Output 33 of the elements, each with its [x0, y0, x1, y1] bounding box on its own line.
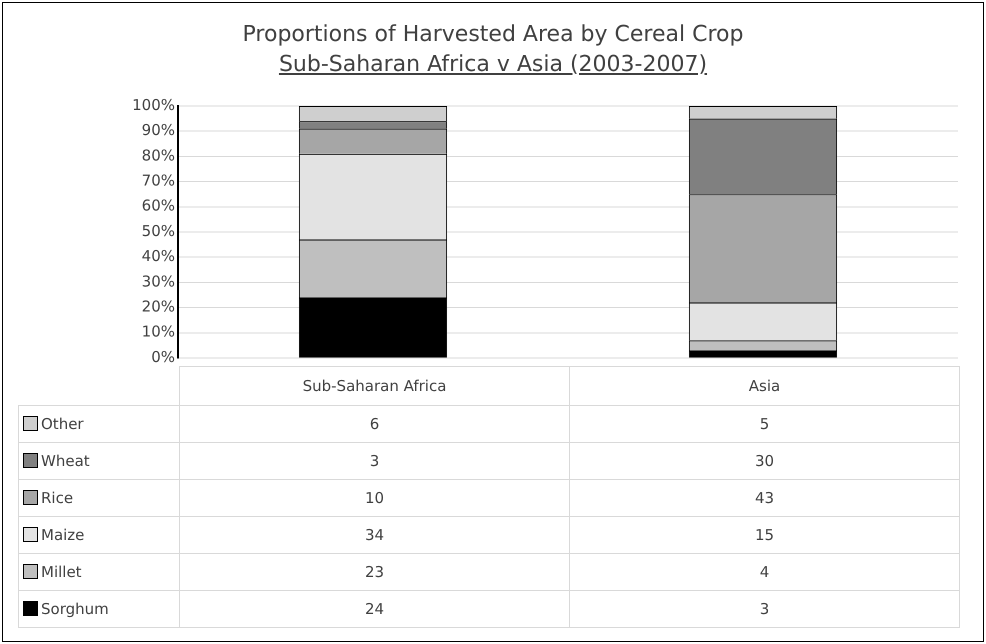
data-label: 15: [570, 516, 960, 554]
y-tick-label: 50%: [142, 222, 175, 240]
data-label: 23: [180, 554, 570, 590]
data-label: 5: [570, 406, 960, 442]
data-label: 24: [180, 590, 570, 628]
y-tick-label: 100%: [132, 96, 175, 114]
data-label: 6: [180, 406, 570, 442]
y-tick-label: 0%: [151, 348, 175, 366]
data-label: 4: [570, 554, 960, 590]
y-tick-label: 60%: [142, 196, 175, 215]
legend-label: Millet: [41, 563, 82, 581]
data-label: 34: [180, 516, 570, 554]
legend-label: Other: [41, 415, 84, 433]
legend-label: Maize: [41, 526, 84, 544]
y-tick-label: 80%: [142, 146, 175, 164]
chart-subtitle: Sub-Saharan Africa v Asia (2003-2007): [278, 52, 708, 77]
x-tick-label: Sub-Saharan Africa: [180, 366, 570, 406]
y-tick-label: 30%: [142, 272, 175, 290]
x-tick-label: Asia: [570, 366, 960, 406]
data-label: 30: [570, 442, 960, 480]
legend-label: Sorghum: [41, 600, 109, 618]
y-tick-label: 20%: [142, 297, 175, 316]
chart-title: Proportions of Harvested Area by Cereal Crop: [242, 22, 744, 47]
data-label: 3: [180, 442, 570, 480]
legend-label: Wheat: [41, 452, 90, 470]
data-label: 10: [180, 480, 570, 516]
y-tick-label: 10%: [142, 322, 175, 341]
y-tick-label: 40%: [142, 247, 175, 266]
y-tick-label: 70%: [142, 171, 175, 190]
data-label: 43: [570, 480, 960, 516]
data-label: 3: [570, 590, 960, 628]
y-tick-label: 90%: [142, 121, 175, 140]
legend-label: Rice: [41, 489, 74, 507]
